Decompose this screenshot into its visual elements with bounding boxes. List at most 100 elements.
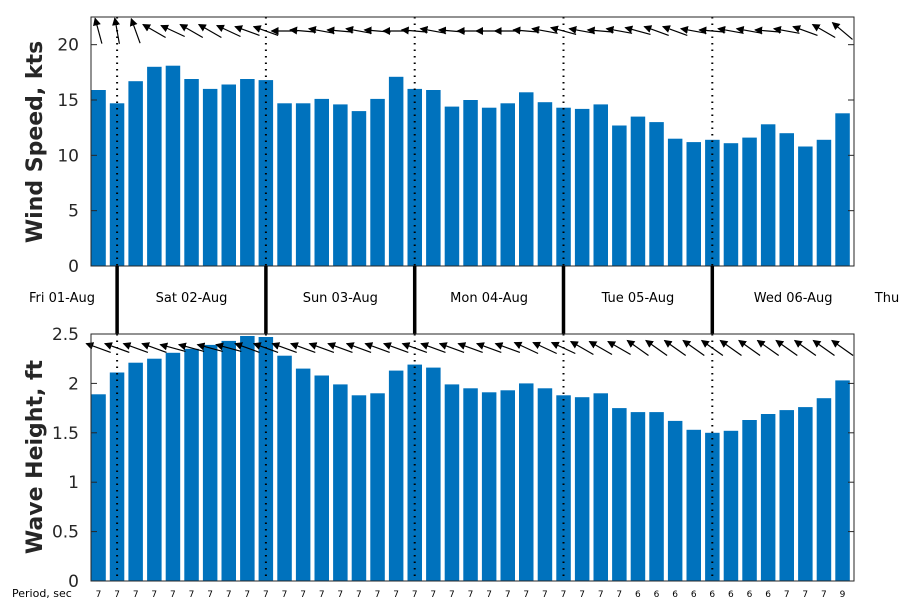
wave-bar (333, 384, 348, 581)
wave-direction-arrow (756, 339, 780, 356)
period-value: 7 (616, 590, 622, 600)
wind-y-tick-label: 10 (57, 146, 79, 166)
period-value: 7 (784, 590, 790, 600)
wave-bar (370, 393, 385, 581)
wave-bar (407, 364, 422, 581)
wind-bar (593, 104, 608, 267)
period-value: 7 (523, 590, 529, 600)
wave-direction-arrow (607, 340, 631, 356)
period-value: 6 (654, 590, 660, 600)
wind-y-axis-label: Wind Speed, kts (23, 41, 48, 243)
wave-bar (463, 388, 478, 581)
wave-bar (128, 362, 143, 581)
wave-bars (91, 336, 850, 581)
wind-bar (165, 65, 181, 266)
period-value: 7 (821, 590, 827, 600)
wave-direction-arrow (308, 342, 335, 353)
period-value: 7 (319, 590, 325, 600)
period-value: 7 (337, 590, 343, 600)
wind-direction-arrow (179, 23, 204, 39)
wave-bar (798, 407, 813, 581)
wind-day-separators (116, 17, 714, 266)
wind-y-tick-label: 20 (57, 36, 79, 56)
wave-bar (109, 372, 125, 581)
wave-direction-arrow (569, 340, 594, 356)
period-value: 7 (226, 590, 232, 600)
wind-bar (221, 84, 236, 266)
wave-direction-arrow (234, 342, 260, 353)
wind-bar (463, 100, 478, 266)
day-label: Tue 05-Aug (601, 291, 675, 306)
wind-y-tick-label: 15 (57, 91, 79, 111)
wave-bar (147, 358, 162, 581)
wave-bar (388, 370, 404, 581)
wave-y-tick-label: 2.5 (52, 325, 79, 345)
period-value: 7 (468, 590, 474, 600)
wave-direction-arrow (420, 342, 446, 353)
wind-bar (351, 111, 367, 266)
wind-direction-arrow (624, 25, 651, 35)
period-value: 7 (486, 590, 492, 600)
wind-bar (574, 108, 590, 267)
wind-bar (444, 106, 460, 266)
wave-bar (537, 388, 553, 581)
period-values: 7 7 7 7 7 7 7 7 7 7 7 7 7 7 7 7 7 7 7 7 7 7 7 7 7 7 7 7 7 6 6 6 6 6 6 6 6 7 7 7… (96, 590, 846, 600)
wind-direction-arrow (811, 23, 836, 39)
period-value: 7 (356, 590, 362, 600)
wind-bar (816, 139, 832, 266)
wave-direction-arrow (122, 342, 149, 353)
wind-bar (295, 103, 311, 266)
wave-day-separators (116, 334, 714, 581)
period-value: 6 (709, 590, 715, 600)
wind-direction-arrow (792, 25, 818, 36)
period-value: 7 (263, 590, 269, 600)
wave-bar (612, 408, 627, 581)
wave-direction-arrow (475, 342, 502, 353)
period-value: 7 (96, 590, 102, 600)
wave-direction-arrow (141, 342, 167, 353)
wave-bar (686, 429, 701, 581)
wind-bar (370, 98, 385, 267)
period-value: 7 (449, 590, 455, 600)
wind-bar (779, 133, 794, 266)
wave-bar (481, 392, 497, 581)
day-label: Sat 02-Aug (156, 291, 228, 306)
wave-axes-box (90, 333, 855, 582)
wave-direction-arrow (812, 339, 835, 356)
wind-direction-arrow (129, 17, 141, 44)
day-label: Mon 04-Aug (450, 291, 528, 306)
wave-bar (444, 384, 460, 581)
wave-direction-arrow (626, 339, 649, 356)
wave-direction-arrow (532, 341, 557, 355)
day-labels: Fri 01-Aug Sat 02-Aug Sun 03-Aug Mon 04-Aug… (29, 291, 899, 306)
wind-bar (128, 81, 143, 266)
wave-direction-arrow (793, 339, 817, 356)
wind-panel: 0 5 10 15 20 Wind Speed, kts (23, 16, 855, 277)
day-label: Wed 06-Aug (754, 291, 833, 306)
wind-bar (649, 122, 664, 266)
wave-y-tick-label: 0.5 (52, 523, 79, 543)
wind-bar (277, 103, 292, 266)
wave-bar (835, 380, 850, 581)
wind-bar (723, 143, 739, 266)
wave-direction-arrow (831, 339, 854, 356)
period-value: 7 (133, 590, 139, 600)
wind-direction-arrow (197, 23, 222, 39)
wave-bar (500, 390, 515, 581)
wind-bar (798, 146, 813, 266)
wind-bar (537, 102, 553, 266)
wave-bar (649, 412, 664, 581)
wind-bar (667, 138, 683, 266)
wind-y-tick-label: 0 (68, 257, 79, 277)
wind-bar (612, 125, 627, 266)
wave-bar (314, 375, 329, 581)
wind-bar (426, 90, 441, 266)
period-value: 9 (840, 590, 846, 600)
wind-bars (91, 65, 850, 267)
wave-direction-arrow (513, 341, 539, 355)
wave-direction-arrow (382, 342, 409, 353)
wave-direction-arrow (775, 339, 798, 356)
wave-direction-arrow (682, 339, 705, 356)
period-value: 7 (598, 590, 604, 600)
